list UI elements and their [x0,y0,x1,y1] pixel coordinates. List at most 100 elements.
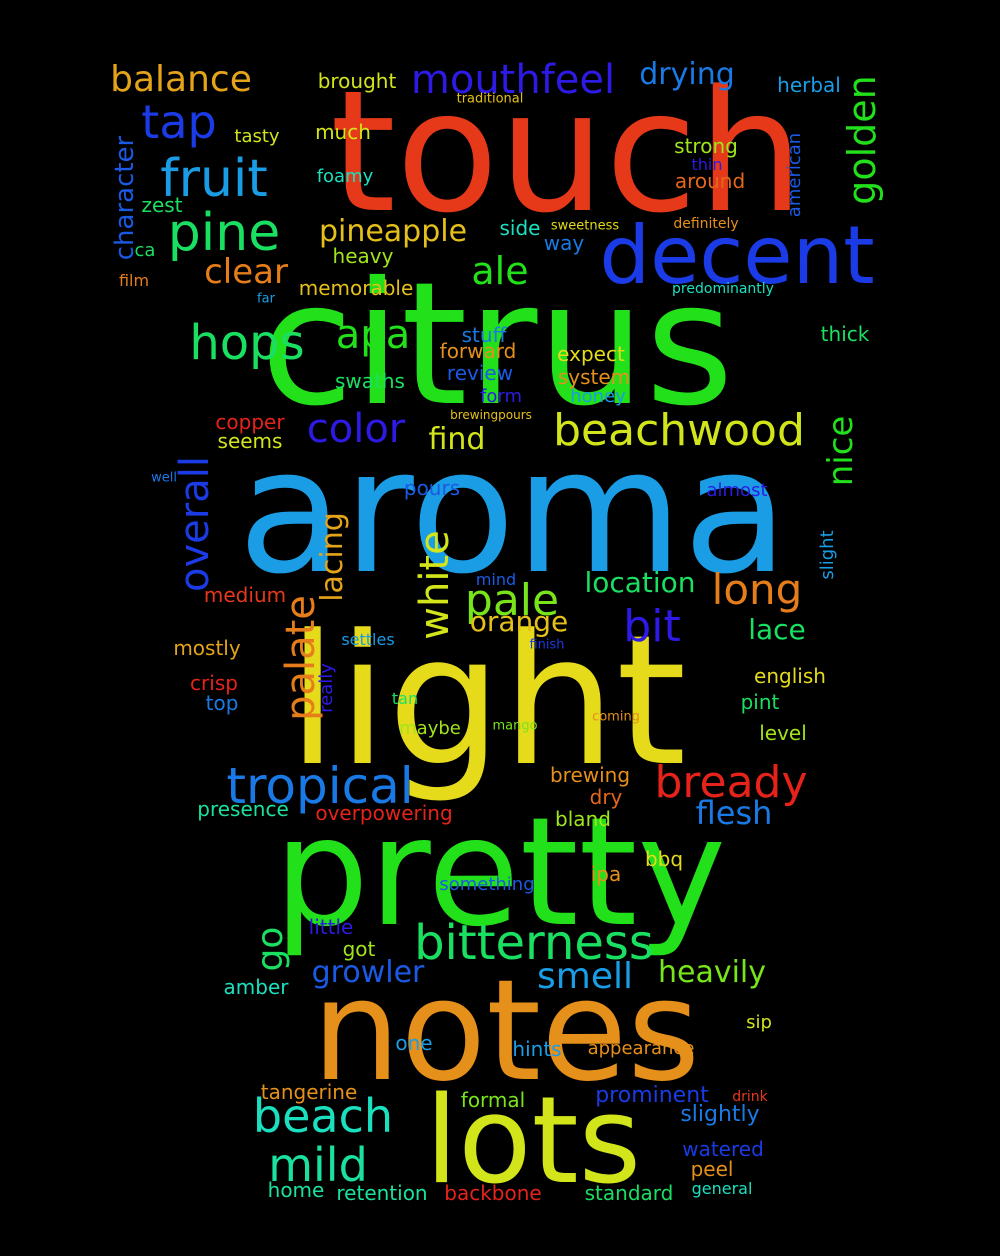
word-aroma: aroma [237,411,789,612]
word-tasty: tasty [234,126,280,147]
word-bitterness: bitterness [414,915,654,971]
word-growler: growler [311,955,425,990]
word-brewing: brewing [549,763,631,787]
word-touch: touch [330,54,804,250]
word-ca: ca [134,240,156,261]
word-system: system [557,365,631,389]
word-prominent: prominent [595,1083,709,1108]
word-really: really [316,663,337,713]
word-crisp: crisp [190,671,238,695]
word-seems: seems [217,429,283,453]
word-side: side [499,216,541,240]
word-bit: bit [623,601,681,652]
word-overall: overall [172,456,218,592]
word-brewingpours: brewingpours [450,408,532,422]
word-almost: almost [706,480,768,501]
word-thin: thin [691,155,723,174]
word-got: got [342,937,376,961]
word-review: review [446,361,514,385]
word-tap: tap [141,95,217,149]
word-film: film [118,271,150,290]
word-location: location [584,566,696,599]
word-clear: clear [204,252,288,292]
word-something: something [439,874,535,895]
word-one: one [395,1031,433,1055]
word-find: find [428,422,486,457]
word-slight: slight [817,530,838,580]
word-pint: pint [740,690,780,714]
word-much: much [315,120,371,144]
word-backbone: backbone [444,1181,542,1205]
word-swaths: swaths [335,369,405,393]
word-definitely: definitely [673,216,739,232]
word-long: long [711,565,803,614]
word-golden: golden [840,75,884,205]
word-thick: thick [820,322,870,346]
word-around: around [674,169,746,193]
word-way: way [543,231,585,255]
word-heavily: heavily [657,955,767,990]
word-presence: presence [197,797,289,821]
word-forward: forward [439,339,517,363]
word-mild: mild [268,1138,368,1192]
word-strong: strong [674,134,738,158]
word-light: light [287,597,687,806]
word-herbal: herbal [777,73,841,97]
word-english: english [754,664,826,688]
word-zest: zest [141,193,183,217]
word-tangerine: tangerine [260,1080,358,1104]
word-pale: pale [464,575,560,626]
word-foamy: foamy [316,166,374,187]
word-peel: peel [690,1157,734,1181]
word-palate: palate [278,595,324,721]
word-lace: lace [748,613,806,646]
word-bland: bland [555,807,611,831]
word-hints: hints [512,1037,562,1061]
word-lots: lots [424,1072,642,1211]
word-coming: coming [592,709,640,725]
word-medium: medium [203,583,287,607]
word-amber: amber [223,975,289,999]
word-orange: orange [469,605,569,638]
word-memorable: memorable [298,276,414,300]
word-home: home [267,1178,325,1202]
word-lacing: lacing [315,512,350,602]
word-mango: mango [492,718,538,734]
word-citrus: citrus [260,246,734,444]
word-white: white [412,530,458,640]
word-decent: decent [599,209,875,302]
word-general: general [691,1179,753,1198]
word-beachwood: beachwood [553,405,805,456]
word-beach: beach [252,1089,394,1143]
word-form: form [480,386,522,407]
word-ipa: ipa [590,862,622,886]
word-traditional: traditional [456,91,524,107]
word-well: well [151,470,177,486]
word-overpowering: overpowering [315,801,453,825]
word-finish: finish [529,637,565,653]
word-mouthfeel: mouthfeel [410,57,616,103]
word-formal: formal [460,1088,526,1112]
word-honey: honey [570,386,626,407]
word-mostly: mostly [173,636,241,660]
word-bbq: bbq [644,847,684,871]
word-heavy: heavy [332,244,394,268]
word-copper: copper [215,410,285,434]
word-bready: bready [654,757,808,808]
word-mind: mind [475,570,517,589]
word-apa: apa [335,312,411,358]
word-watered: watered [682,1137,764,1161]
word-predominantly: predominantly [672,281,774,297]
word-sip: sip [746,1012,772,1033]
word-nice: nice [821,415,861,487]
word-top: top [205,691,239,715]
word-slightly: slightly [680,1102,760,1127]
word-notes: notes [311,950,701,1113]
word-far: far [257,291,275,307]
word-retention: retention [336,1181,428,1205]
word-hops: hops [189,315,305,371]
word-level: level [759,721,807,745]
word-tropical: tropical [226,757,414,815]
word-brought: brought [317,69,397,93]
